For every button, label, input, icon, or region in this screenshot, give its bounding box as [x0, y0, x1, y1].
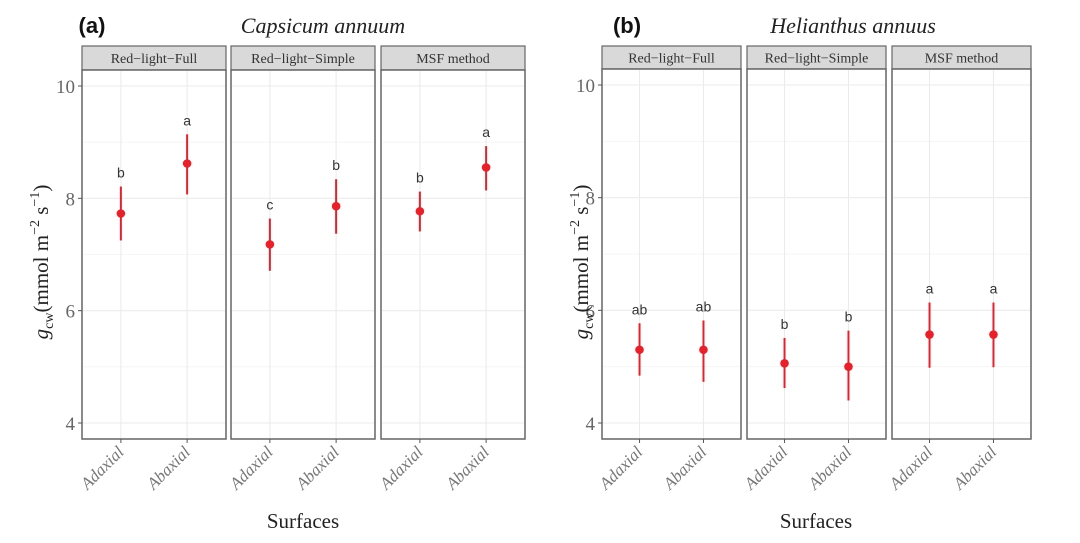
y-axis-title-units-mid: s: [569, 207, 593, 220]
significance-label: a: [183, 112, 191, 128]
x-tick-label: Adaxial: [595, 442, 647, 494]
panel-border: [746, 68, 887, 440]
x-tick-label: Abaxial: [291, 442, 343, 494]
panel-border: [380, 69, 526, 440]
chart-a: (a) Capsicum annuum Red−light−Full Adaxial A…: [28, 13, 526, 533]
y-axis-title-units-mid: s: [29, 207, 53, 220]
chart-title: Capsicum annuum: [241, 13, 405, 38]
significance-label: a: [482, 124, 490, 140]
y-axis-title-exp1: −2: [28, 220, 43, 235]
x-tick-label: Abaxial: [441, 442, 493, 494]
y-tick-label: 8: [586, 189, 596, 210]
facet-strip-label: MSF method: [925, 52, 999, 67]
facet-panel: MSF method Adaxial Abaxial b a: [375, 45, 526, 494]
y-axis-title-symbol: g: [29, 329, 53, 340]
facet-panel: Red−light−Full Adaxial Abaxial ab ab: [595, 45, 742, 494]
facet-strip: [380, 45, 526, 71]
significance-label: c: [266, 197, 273, 213]
facet-panel: Red−light−Full Adaxial Abaxial b a: [76, 45, 227, 494]
significance-label: a: [926, 280, 934, 296]
y-axis-title-units-suffix: ): [29, 185, 53, 192]
y-axis-title-units-prefix: (mmol m: [29, 235, 53, 313]
y-axis-title-subscript: cw: [42, 312, 57, 329]
x-tick-label: Adaxial: [76, 442, 128, 494]
y-tick-label: 6: [586, 301, 596, 322]
x-tick-label: Adaxial: [885, 442, 937, 494]
data-point: [925, 330, 934, 339]
panel-tag: (b): [613, 13, 641, 38]
data-point: [481, 163, 491, 172]
significance-label: ab: [696, 298, 712, 314]
significance-label: ab: [632, 301, 648, 317]
y-axis-title-units-prefix: (mmol m: [569, 235, 593, 313]
facet-strip-label: MSF method: [416, 52, 490, 67]
y-axis-title: gcw(mmol m−2 s−1): [568, 185, 597, 340]
significance-label: a: [990, 280, 998, 296]
facet-panel: Red−light−Simple Adaxial Abaxial c b: [225, 45, 376, 494]
data-point: [989, 330, 998, 339]
facet-strip-label: Red−light−Simple: [765, 52, 869, 67]
panel-border: [601, 68, 742, 440]
data-point: [699, 345, 708, 355]
facet-strip: [230, 45, 376, 71]
y-tick-label: 10: [576, 76, 595, 97]
facet-panel: Red−light−Simple Adaxial Abaxial b b: [740, 45, 887, 494]
y-tick-label: 4: [66, 414, 76, 435]
y-axis-title-exp2: −1: [568, 192, 583, 207]
panel-tag: (a): [79, 13, 106, 38]
panel-border: [81, 69, 227, 440]
significance-label: b: [332, 157, 340, 173]
y-axis-title: gcw(mmol m−2 s−1): [28, 185, 57, 340]
chart-b: (b) Helianthus annuus Red−light−Full Adaxia…: [568, 13, 1032, 533]
significance-label: b: [781, 316, 789, 332]
facet-panel: MSF method Adaxial Abaxial a a: [885, 45, 1032, 494]
y-tick-label: 10: [56, 77, 75, 98]
facet-strip: [81, 45, 227, 71]
data-point: [331, 201, 341, 211]
y-tick-label: 8: [66, 189, 76, 210]
x-tick-label: Adaxial: [375, 442, 427, 494]
y-axis-title-symbol: g: [569, 329, 593, 340]
facet-strip-label: Red−light−Full: [111, 52, 198, 67]
x-tick-label: Adaxial: [225, 442, 277, 494]
data-point: [780, 358, 789, 368]
chart-title: Helianthus annuus: [769, 13, 936, 38]
y-tick-label: 6: [66, 302, 76, 323]
x-tick-label: Abaxial: [659, 442, 711, 494]
significance-label: b: [117, 165, 125, 181]
x-tick-label: Abaxial: [142, 442, 194, 494]
data-point: [182, 159, 192, 168]
significance-label: b: [845, 309, 853, 325]
y-tick-label: 4: [586, 414, 596, 435]
x-tick-label: Adaxial: [740, 442, 792, 494]
x-axis-title: Surfaces: [780, 509, 852, 533]
significance-label: b: [416, 170, 424, 186]
data-point: [635, 345, 644, 355]
data-point: [415, 206, 425, 216]
facet-strip-label: Red−light−Simple: [251, 52, 355, 67]
x-axis-title: Surfaces: [267, 509, 339, 533]
data-point: [265, 240, 275, 249]
y-axis-title-exp2: −1: [28, 192, 43, 207]
panel-border: [891, 68, 1032, 440]
panel-border: [230, 69, 376, 440]
y-axis-title-subscript: cw: [582, 312, 597, 329]
data-point: [844, 362, 853, 371]
x-tick-label: Abaxial: [949, 442, 1001, 494]
y-axis-title-units-suffix: ): [569, 185, 593, 192]
data-point: [116, 209, 126, 218]
y-axis-title-exp1: −2: [568, 220, 583, 235]
x-tick-label: Abaxial: [804, 442, 856, 494]
facet-strip-label: Red−light−Full: [628, 52, 715, 67]
